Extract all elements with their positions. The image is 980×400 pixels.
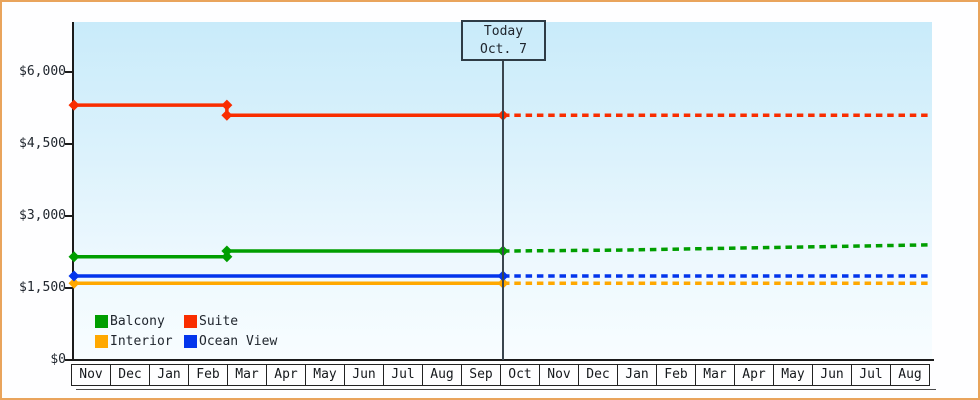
- month-cell: Mar: [696, 365, 735, 385]
- y-tick-mark: [65, 71, 73, 73]
- legend: Balcony Suite Interior Ocean View: [95, 313, 278, 349]
- month-cell: Aug: [423, 365, 462, 385]
- month-cell: Dec: [111, 365, 150, 385]
- series-layer: [68, 99, 933, 289]
- month-cell: Nov: [72, 365, 111, 385]
- y-tick-label: $3,000: [19, 208, 66, 223]
- legend-label: Balcony: [110, 313, 165, 329]
- y-tick-label: $0: [50, 352, 66, 367]
- month-cell: Jan: [618, 365, 657, 385]
- today-label: Today: [483, 24, 524, 39]
- legend-item-ocean-view: Ocean View: [184, 333, 278, 349]
- data-point-diamond-suite: [221, 109, 233, 121]
- today-marker-box: Today Oct. 7: [461, 20, 546, 61]
- month-cell: Nov: [540, 365, 579, 385]
- today-date: Oct. 7: [480, 42, 527, 57]
- month-cell: May: [306, 365, 345, 385]
- y-axis-line: [72, 22, 74, 361]
- series-line-suite: [74, 103, 503, 117]
- month-cell: Dec: [579, 365, 618, 385]
- month-cell: Oct: [501, 365, 540, 385]
- month-cell: Sep: [462, 365, 501, 385]
- legend-swatch-icon: [184, 314, 197, 328]
- month-cell: Jul: [384, 365, 423, 385]
- month-cell: Jun: [813, 365, 852, 385]
- data-point-diamond-balcony: [221, 251, 233, 263]
- y-tick-mark: [65, 287, 73, 289]
- y-tick-mark: [65, 359, 73, 361]
- legend-swatch-icon: [184, 334, 197, 348]
- legend-swatch-icon: [95, 334, 108, 348]
- data-point-diamond-balcony: [221, 245, 233, 257]
- today-marker-line: [502, 59, 504, 360]
- data-point-diamond-balcony: [68, 251, 80, 263]
- y-tick-label: $6,000: [19, 64, 66, 79]
- data-point-diamond-suite: [68, 99, 80, 111]
- month-cell: Feb: [189, 365, 228, 385]
- legend-item-balcony: Balcony: [95, 313, 184, 329]
- legend-item-interior: Interior: [95, 333, 184, 349]
- data-point-diamond-interior: [68, 277, 80, 289]
- month-row-underline: [76, 389, 936, 390]
- data-point-diamond-ocean-view: [68, 270, 80, 282]
- y-tick-label: $4,500: [19, 136, 66, 151]
- month-cell: Jan: [150, 365, 189, 385]
- legend-label: Suite: [199, 313, 239, 329]
- series-line-balcony: [74, 249, 503, 259]
- data-point-diamond-suite: [221, 99, 233, 111]
- month-cell: Apr: [735, 365, 774, 385]
- legend-swatch-icon: [95, 314, 108, 328]
- month-cell: Aug: [898, 367, 922, 382]
- month-cell: May: [774, 365, 813, 385]
- legend-label: Ocean View: [199, 333, 278, 349]
- legend-label: Interior: [110, 333, 173, 349]
- y-tick-label: $1,500: [19, 280, 66, 295]
- y-tick-mark: [65, 215, 73, 217]
- month-cell: Mar: [228, 365, 267, 385]
- x-axis-line: [72, 359, 934, 361]
- month-cell: Apr: [267, 365, 306, 385]
- month-cell: Jul: [852, 365, 891, 385]
- series-forecast-balcony: [502, 243, 933, 253]
- x-axis-month-row: Nov Dec Jan Feb Mar Apr May Jun Jul Aug Sep Oct Nov D…: [71, 364, 930, 386]
- y-tick-mark: [65, 143, 73, 145]
- month-cell: Jun: [345, 365, 384, 385]
- month-cell: Feb: [657, 365, 696, 385]
- legend-item-suite: Suite: [184, 313, 277, 329]
